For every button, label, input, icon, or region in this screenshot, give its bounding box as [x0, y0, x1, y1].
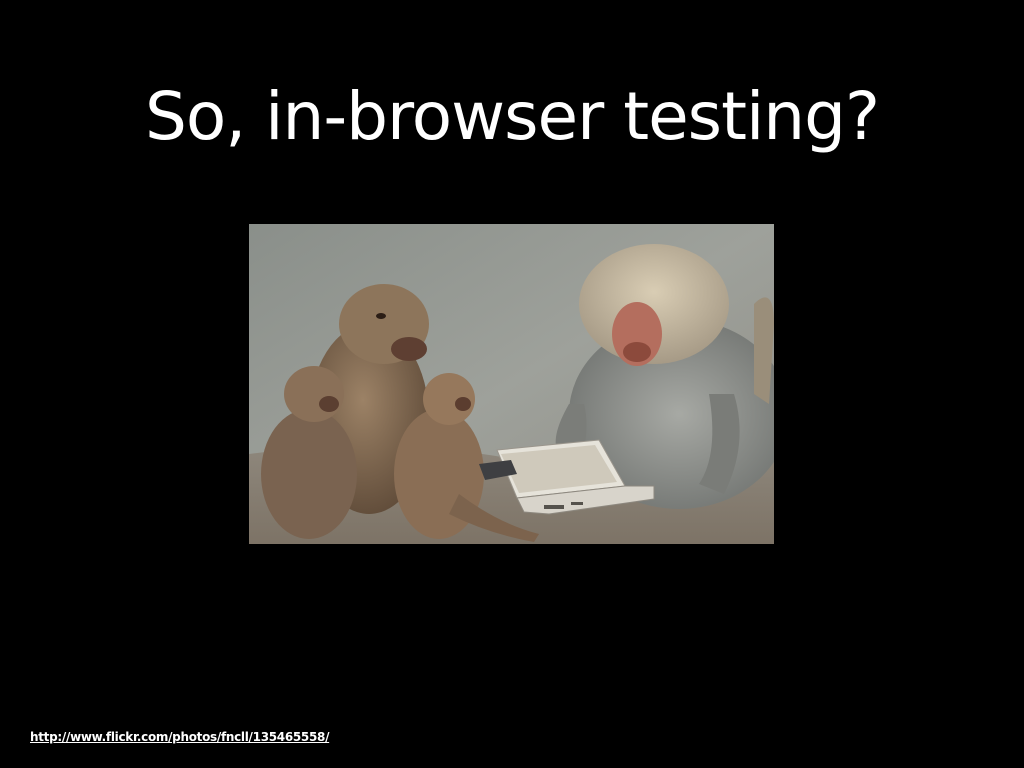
baboons-laptop-photo: [249, 224, 774, 544]
young-baboon-middle: [394, 373, 539, 542]
adult-male-baboon: [555, 244, 774, 509]
photo-credit-link[interactable]: http://www.flickr.com/photos/fncll/13546…: [30, 730, 330, 744]
laptop: [479, 439, 655, 515]
slide-title: So, in-browser testing?: [144, 78, 880, 155]
young-baboon-left: [261, 366, 357, 539]
